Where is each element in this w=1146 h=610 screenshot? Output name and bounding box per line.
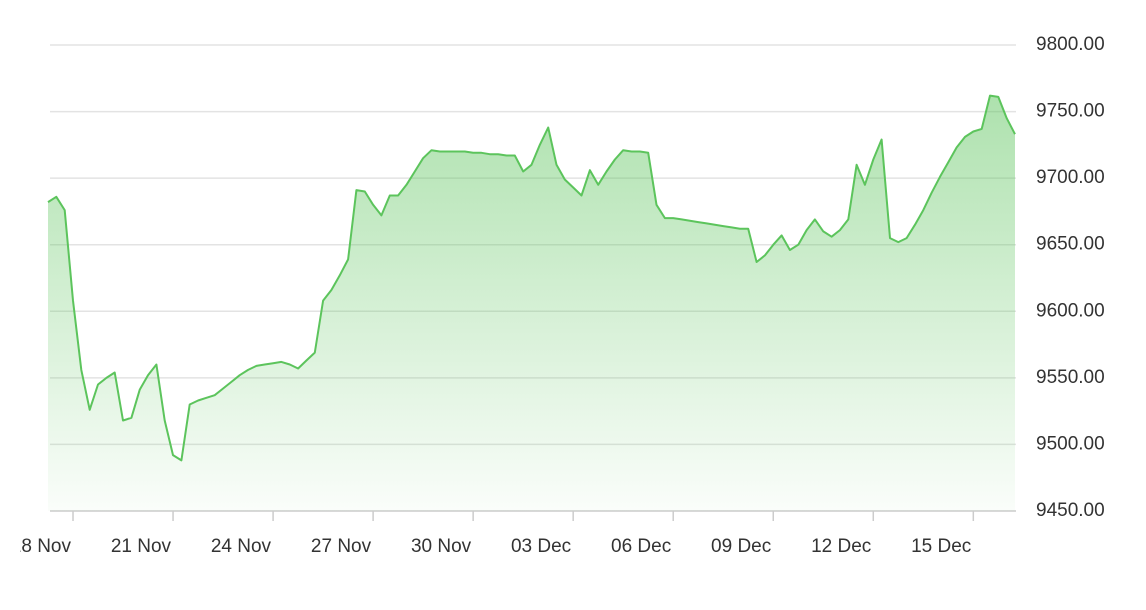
line xyxy=(47,94,1016,462)
x-tick-label: 21 Nov xyxy=(111,536,172,557)
x-tick-label: 06 Dec xyxy=(611,536,671,557)
y-tick-label: 9750.00 xyxy=(1036,101,1105,122)
y-tick-label: 9550.00 xyxy=(1036,367,1105,388)
y-tick-label: 9600.00 xyxy=(1036,300,1105,321)
x-tick-label: 03 Dec xyxy=(511,536,571,557)
y-tick-label: 9700.00 xyxy=(1036,167,1105,188)
area xyxy=(48,95,1015,511)
y-tick-label: 9500.00 xyxy=(1036,433,1105,454)
x-tick-label: 09 Dec xyxy=(711,536,771,557)
y-tick-label: 9450.00 xyxy=(1036,500,1105,521)
y-tick-label: 9650.00 xyxy=(1036,234,1105,255)
x-tick-label: 15 Dec xyxy=(911,536,971,557)
y-tick-label: 9800.00 xyxy=(1036,34,1105,55)
x-tick-label: 30 Nov xyxy=(411,536,472,557)
x-tick-label: 27 Nov xyxy=(311,536,372,557)
x-tick-label: 12 Dec xyxy=(811,536,871,557)
x-tick-label: 18 Nov xyxy=(11,536,72,557)
x-tick-label: 24 Nov xyxy=(211,536,272,557)
